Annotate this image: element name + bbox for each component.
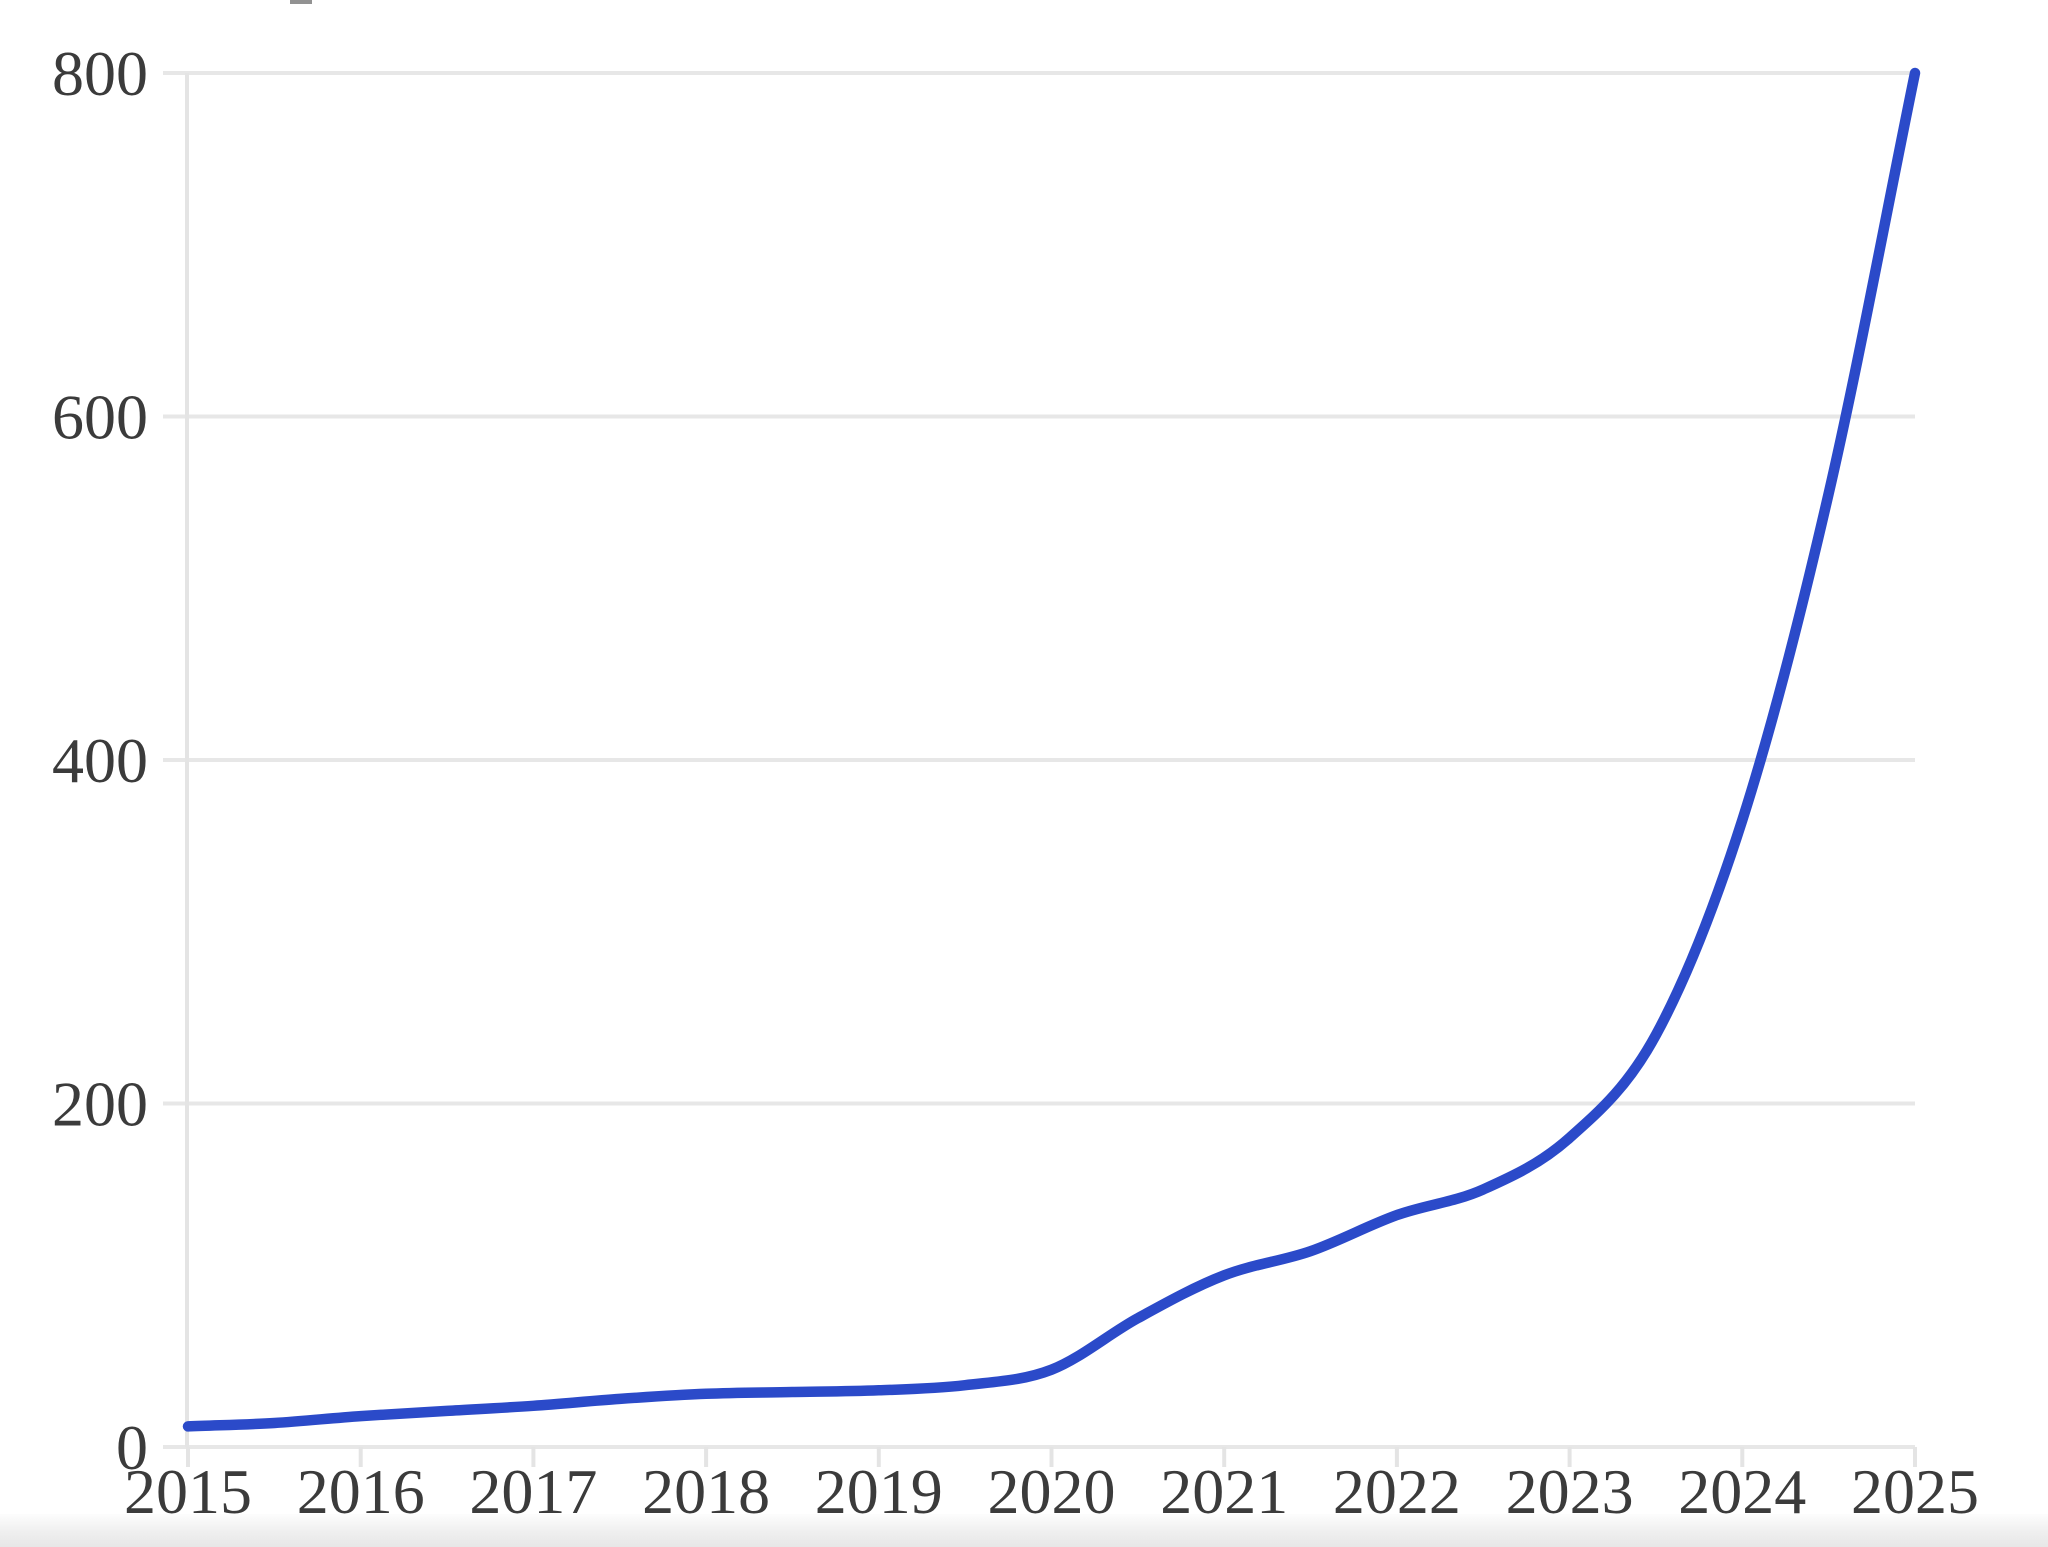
y-axis-tick-label: 800 [52,38,148,109]
bottom-page-edge-band [0,1514,2048,1547]
cropped-ui-fragment [290,0,312,4]
y-axis-tick-label: 400 [52,725,148,796]
y-axis-tick-label: 600 [52,382,148,453]
series-group [182,67,1921,1432]
y-axis-tick-label: 0 [116,1412,148,1483]
axes-group [185,73,1917,1467]
y-axis-tick-label: 200 [52,1069,148,1140]
data-series-line [182,67,1921,1432]
gridlines-group [163,71,1915,1449]
